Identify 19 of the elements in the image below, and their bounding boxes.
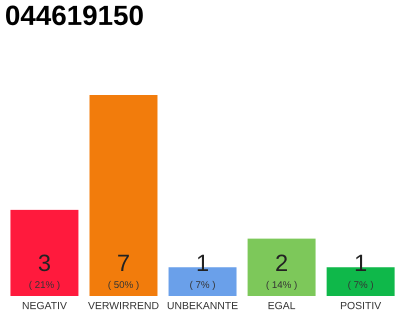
- data-label: 3: [38, 254, 50, 272]
- bar: [10, 210, 78, 296]
- x-tick-label: NEGATIV: [22, 302, 67, 310]
- annotation: ( 7% ): [190, 280, 215, 290]
- data-label: 2: [276, 254, 287, 272]
- data-label: 1: [198, 254, 208, 272]
- data-label: 7: [118, 254, 129, 272]
- x-tick-label: VERWIRREND: [88, 302, 158, 310]
- annotation: ( 50% ): [108, 280, 139, 290]
- x-tick-label: POSITIV: [340, 302, 382, 310]
- chart-title: 044619150: [6, 6, 143, 26]
- x-tick-label: EGAL: [268, 302, 296, 310]
- bar: [248, 238, 316, 296]
- bar: [90, 95, 158, 296]
- annotation: ( 7% ): [348, 280, 373, 290]
- x-tick-label: UNBEKANNTE: [168, 302, 238, 310]
- annotation: ( 21% ): [29, 280, 60, 290]
- annotation: ( 14% ): [266, 280, 297, 290]
- data-label: 1: [356, 254, 366, 272]
